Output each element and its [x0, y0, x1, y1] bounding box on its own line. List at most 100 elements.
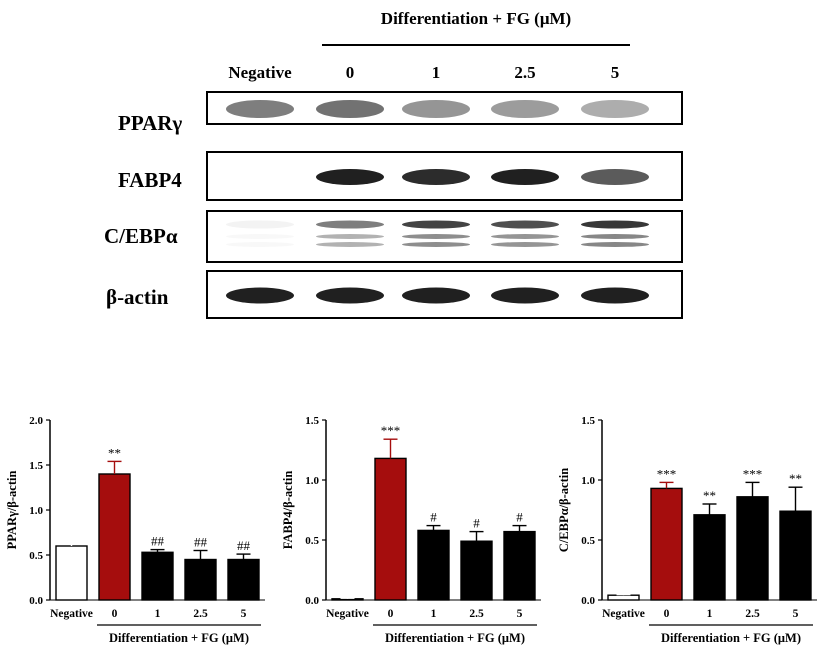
y-tick-label: 1.5 [29, 460, 43, 472]
blot-band [491, 287, 559, 304]
blot-band [491, 220, 559, 229]
significance-mark: ** [703, 488, 716, 503]
blot-band [226, 100, 294, 118]
blot-band [581, 234, 649, 239]
bar-5 [503, 530, 536, 601]
significance-mark: ## [151, 534, 165, 549]
significance-mark: ## [237, 538, 251, 553]
row-label-cebp: C/EBPα [104, 224, 178, 248]
blot-band [491, 100, 559, 118]
blot-band [581, 169, 649, 185]
bar-0 [650, 487, 683, 601]
blot-header: Differentiation + FG (μM) [381, 9, 571, 28]
bar-1 [417, 529, 450, 601]
y-axis-label: C/EBPα/β-actin [557, 468, 571, 552]
blot-band [491, 242, 559, 247]
lane-label-0: 0 [346, 63, 355, 82]
y-tick-label: 0.5 [29, 550, 43, 562]
x-tick-label: Negative [326, 608, 369, 620]
blot-band [226, 287, 294, 304]
ppar-bar-chart: 0.0 0.5 1.0 1.5 2.0 PPARγ/β-actin Negative ** 0 #… [5, 415, 265, 645]
x-tick-label: 5 [793, 608, 799, 620]
blot-band [491, 169, 559, 185]
x-tick-label: 0 [112, 608, 118, 620]
lane-label-2-5: 2.5 [514, 63, 535, 82]
y-tick-label: 1.5 [581, 415, 595, 427]
lane-label-5: 5 [611, 63, 620, 82]
y-tick-label: 1.0 [305, 475, 319, 487]
blot-band [316, 287, 384, 304]
blot-band [402, 100, 470, 118]
bar-5 [227, 558, 260, 601]
blot-band [226, 242, 294, 247]
significance-mark: ** [108, 445, 121, 460]
x-tick-label: 5 [241, 608, 247, 620]
significance-mark: # [516, 510, 523, 525]
significance-mark: *** [657, 466, 677, 481]
x-tick-label: 0 [664, 608, 670, 620]
y-tick-label: 0.0 [305, 595, 319, 607]
blot-band [402, 242, 470, 247]
cebp-bar-chart: 0.0 0.5 1.0 1.5 C/EBPα/β-actin Negative *** 0 **… [557, 415, 817, 645]
x-tick-label: 1 [707, 608, 713, 620]
x-axis-label: Differentiation + FG (μM) [109, 631, 249, 645]
x-tick-label: 0 [388, 608, 394, 620]
row-label-ppar: PPARγ [118, 111, 182, 135]
x-tick-label: Negative [50, 608, 93, 620]
blot-band [491, 234, 559, 239]
blot-band [226, 234, 294, 239]
bar-0 [98, 473, 131, 601]
x-axis-label: Differentiation + FG (μM) [385, 631, 525, 645]
x-tick-label: 2.5 [193, 608, 208, 620]
lane-label-1: 1 [432, 63, 441, 82]
significance-mark: # [473, 516, 480, 531]
y-tick-label: 0.0 [29, 595, 43, 607]
row-label-beta-actin: β-actin [106, 285, 169, 309]
x-tick-label: 1 [155, 608, 161, 620]
y-tick-label: 1.0 [29, 505, 43, 517]
blot-rows [206, 91, 683, 319]
significance-mark: *** [743, 466, 763, 481]
blot-band [581, 242, 649, 247]
blot-band [316, 234, 384, 239]
blot-band [581, 287, 649, 304]
blot-band [316, 220, 384, 229]
fabp4-bar-chart: 0.0 0.5 1.0 1.5 FABP4/β-actin Negative *** 0 #1 #… [281, 415, 541, 645]
blot-band [226, 220, 294, 229]
blot-band [316, 169, 384, 185]
blot-band [402, 287, 470, 304]
bar-2.5 [736, 496, 769, 601]
y-tick-label: 1.0 [581, 475, 595, 487]
x-tick-label: 2.5 [469, 608, 484, 620]
y-tick-label: 0.5 [581, 535, 595, 547]
western-blot-panel: Differentiation + FG (μM) Negative 0 1 2… [104, 9, 683, 319]
lane-label-negative: Negative [228, 63, 292, 82]
bar-1 [141, 551, 174, 601]
blot-band [402, 220, 470, 229]
y-tick-label: 1.5 [305, 415, 319, 427]
blot-band [316, 100, 384, 118]
significance-mark: # [430, 510, 437, 525]
bar-0 [374, 457, 407, 601]
row-label-fabp4: FABP4 [118, 168, 182, 192]
y-tick-label: 0.0 [581, 595, 595, 607]
x-tick-label: 5 [517, 608, 523, 620]
blot-band [402, 234, 470, 239]
bar-Negative [331, 598, 364, 601]
y-tick-label: 0.5 [305, 535, 319, 547]
significance-mark: *** [381, 423, 401, 438]
significance-mark: ## [194, 535, 208, 550]
y-axis-label: PPARγ/β-actin [5, 471, 19, 550]
bar-Negative [55, 545, 88, 601]
blot-band [581, 220, 649, 229]
bar-2.5 [460, 540, 493, 601]
significance-mark: ** [789, 471, 802, 486]
bar-1 [693, 514, 726, 601]
blot-band [581, 100, 649, 118]
x-tick-label: 1 [431, 608, 437, 620]
blot-band [402, 169, 470, 185]
bar-2.5 [184, 558, 217, 601]
y-axis-label: FABP4/β-actin [281, 471, 295, 550]
bar-Negative [607, 594, 640, 601]
x-axis-label: Differentiation + FG (μM) [661, 631, 801, 645]
